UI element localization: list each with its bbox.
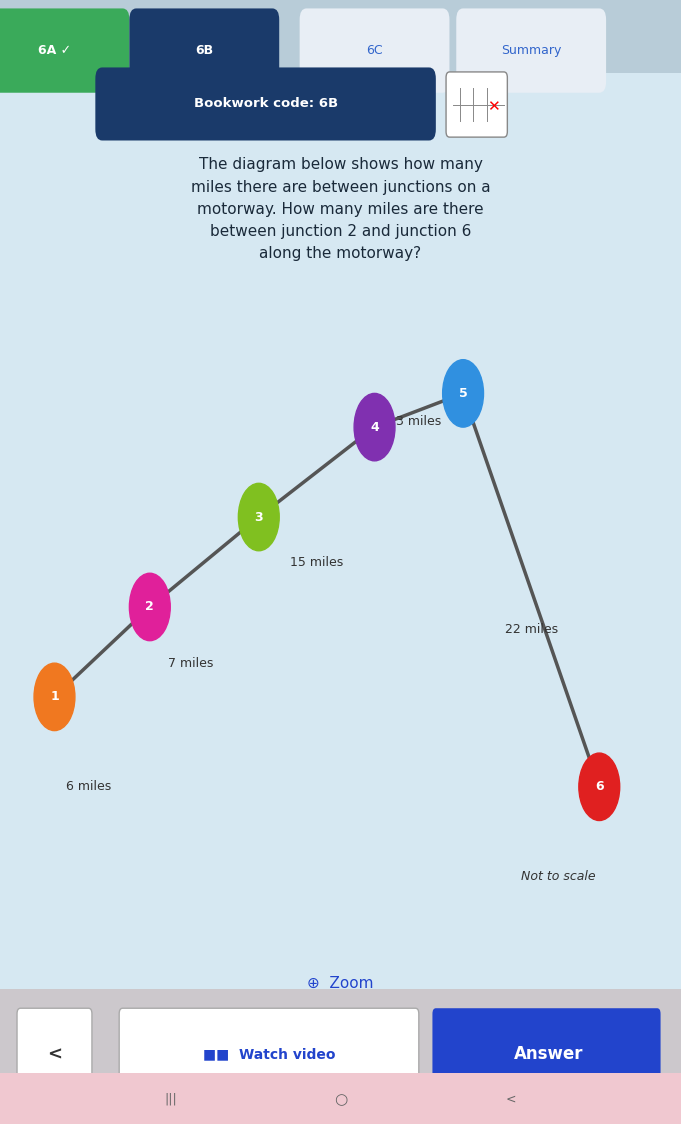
- Circle shape: [354, 393, 395, 461]
- Circle shape: [579, 753, 620, 821]
- FancyBboxPatch shape: [446, 72, 507, 137]
- Circle shape: [443, 360, 484, 427]
- Text: 22 miles: 22 miles: [505, 623, 558, 636]
- FancyBboxPatch shape: [0, 67, 681, 989]
- FancyBboxPatch shape: [0, 9, 129, 93]
- Circle shape: [34, 663, 75, 731]
- FancyBboxPatch shape: [95, 67, 436, 140]
- Text: 6C: 6C: [366, 44, 383, 57]
- FancyBboxPatch shape: [129, 9, 279, 93]
- Text: 5: 5: [459, 387, 467, 400]
- Text: <: <: [505, 1093, 516, 1106]
- Text: The diagram below shows how many
miles there are between junctions on a
motorway: The diagram below shows how many miles t…: [191, 157, 490, 261]
- FancyBboxPatch shape: [119, 1008, 419, 1102]
- Text: 15 miles: 15 miles: [290, 555, 343, 569]
- Text: 3 miles: 3 miles: [396, 415, 441, 428]
- Text: 6: 6: [595, 780, 603, 794]
- Circle shape: [129, 573, 170, 641]
- FancyBboxPatch shape: [0, 0, 681, 73]
- Text: ⊕  Zoom: ⊕ Zoom: [307, 976, 374, 991]
- Text: 6 miles: 6 miles: [66, 780, 111, 794]
- Text: 2: 2: [146, 600, 154, 614]
- Text: 6B: 6B: [195, 44, 213, 57]
- Text: 3: 3: [255, 510, 263, 524]
- FancyBboxPatch shape: [17, 1008, 92, 1102]
- Text: Summary: Summary: [501, 44, 561, 57]
- Text: Not to scale: Not to scale: [521, 870, 596, 883]
- Text: Bookwork code: 6B: Bookwork code: 6B: [193, 98, 338, 110]
- FancyBboxPatch shape: [456, 9, 606, 93]
- Text: 4: 4: [370, 420, 379, 434]
- Text: ■■  Watch video: ■■ Watch video: [203, 1048, 335, 1061]
- Text: 7 miles: 7 miles: [168, 656, 213, 670]
- Text: Answer: Answer: [513, 1045, 583, 1063]
- Circle shape: [238, 483, 279, 551]
- Text: <: <: [47, 1045, 62, 1063]
- Text: ✕: ✕: [488, 99, 500, 115]
- FancyBboxPatch shape: [300, 9, 449, 93]
- FancyBboxPatch shape: [432, 1008, 661, 1102]
- Text: |||: |||: [164, 1093, 176, 1106]
- Text: 1: 1: [50, 690, 59, 704]
- FancyBboxPatch shape: [0, 989, 681, 1124]
- Text: ○: ○: [334, 1091, 347, 1107]
- Text: 6A ✓: 6A ✓: [38, 44, 71, 57]
- FancyBboxPatch shape: [0, 1073, 681, 1124]
